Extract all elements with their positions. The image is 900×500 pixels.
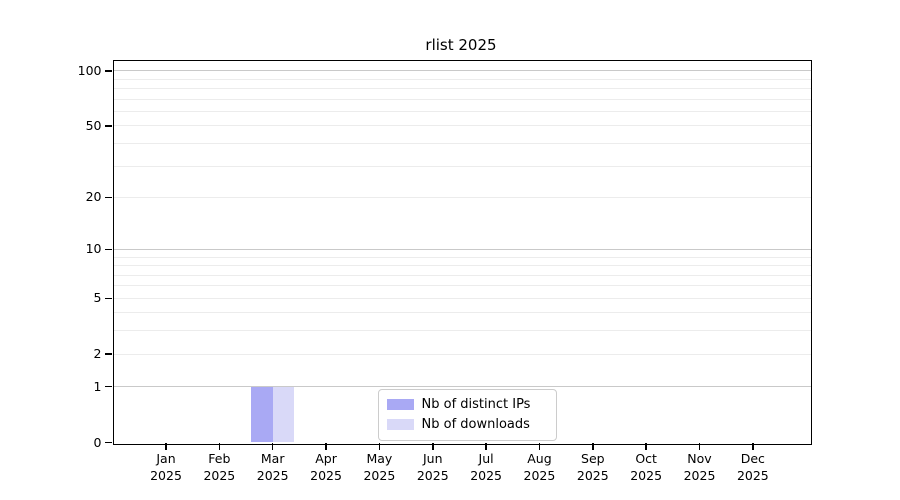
chart-title: rlist 2025 bbox=[425, 36, 497, 54]
x-tick bbox=[432, 442, 434, 450]
x-tick bbox=[538, 442, 541, 450]
plot-area: 0 1 2 5 10 20 50 100 Jan 2025 Feb 2025 Mar 2025 Apr 20… bbox=[78, 59, 812, 483]
gridline-minor bbox=[113, 78, 811, 80]
gridline-minor bbox=[113, 265, 811, 267]
x-tick-month: Dec bbox=[740, 450, 765, 466]
gridline-minor bbox=[113, 256, 811, 258]
y-tick-label: 1 bbox=[93, 378, 102, 394]
y-tick-label: 50 bbox=[85, 117, 102, 133]
y-tick-label: 5 bbox=[93, 290, 102, 306]
gridline-minor bbox=[113, 285, 811, 287]
gridline-minor bbox=[113, 98, 811, 100]
gridline-minor bbox=[113, 143, 811, 145]
y-tick-label: 10 bbox=[85, 241, 102, 257]
x-tick-month: Feb bbox=[208, 450, 231, 466]
y-tick bbox=[105, 70, 112, 72]
x-tick bbox=[325, 442, 327, 450]
x-tick-label: Dec 2025 bbox=[721, 450, 785, 484]
x-tick-year: 2025 bbox=[150, 467, 182, 483]
x-tick-month: Mar bbox=[260, 450, 285, 466]
legend-swatch-distinct-ips bbox=[386, 399, 414, 410]
y-tick bbox=[105, 353, 112, 355]
y-tick-label: 100 bbox=[77, 62, 102, 78]
y-tick bbox=[105, 385, 112, 388]
x-tick-month: Jul bbox=[478, 450, 494, 466]
y-tick bbox=[105, 196, 112, 199]
gridline-minor bbox=[113, 274, 811, 276]
x-tick-year: 2025 bbox=[683, 467, 716, 483]
x-tick-label: Nov 2025 bbox=[668, 450, 732, 484]
x-tick-month: Apr bbox=[315, 450, 337, 466]
x-tick bbox=[698, 442, 701, 450]
x-tick-month: Sep bbox=[581, 450, 605, 466]
y-tick bbox=[105, 125, 112, 127]
x-tick-month: Aug bbox=[527, 450, 552, 466]
gridline-minor bbox=[113, 88, 811, 90]
x-tick-label: Mar 2025 bbox=[241, 450, 305, 484]
gridline-minor bbox=[113, 125, 811, 127]
x-tick-label: Jan 2025 bbox=[134, 450, 198, 484]
bar-distinct-ips-mar bbox=[251, 386, 273, 443]
y-tick bbox=[105, 297, 112, 299]
x-tick-month: May bbox=[366, 450, 393, 466]
x-tick bbox=[271, 442, 274, 450]
x-tick-label: Oct 2025 bbox=[614, 450, 678, 484]
x-tick-label: Feb 2025 bbox=[187, 450, 251, 484]
legend-swatch-downloads bbox=[386, 419, 414, 430]
x-tick bbox=[378, 442, 381, 450]
legend-item-downloads: Nb of downloads bbox=[386, 416, 547, 434]
x-tick-label: Jun 2025 bbox=[401, 450, 465, 484]
x-tick-year: 2025 bbox=[256, 467, 289, 483]
gridline-minor bbox=[113, 165, 811, 167]
x-tick-year: 2025 bbox=[310, 467, 342, 483]
gridline-minor bbox=[113, 330, 811, 332]
x-tick-year: 2025 bbox=[576, 467, 609, 483]
x-tick-label: Sep 2025 bbox=[561, 450, 625, 484]
legend-label-downloads: Nb of downloads bbox=[421, 417, 530, 432]
bar-downloads-mar bbox=[272, 386, 294, 443]
x-tick bbox=[645, 442, 647, 450]
x-tick-year: 2025 bbox=[736, 467, 769, 483]
x-tick-label: May 2025 bbox=[347, 450, 411, 484]
y-tick-label: 0 bbox=[93, 434, 102, 450]
gridline-minor bbox=[113, 111, 811, 113]
legend-label-distinct-ips: Nb of distinct IPs bbox=[421, 397, 531, 412]
gridline-minor bbox=[113, 297, 811, 299]
x-tick bbox=[752, 442, 754, 450]
x-tick-label: Aug 2025 bbox=[507, 450, 571, 484]
x-tick-year: 2025 bbox=[523, 467, 556, 483]
y-tick bbox=[105, 248, 112, 251]
y-tick bbox=[105, 441, 112, 444]
x-tick-year: 2025 bbox=[416, 467, 449, 483]
gridline-minor bbox=[113, 196, 811, 198]
x-tick bbox=[165, 442, 167, 450]
x-tick-month: Jun bbox=[422, 450, 443, 466]
x-tick-year: 2025 bbox=[363, 467, 396, 483]
legend: Nb of distinct IPs Nb of downloads bbox=[377, 388, 557, 441]
gridline-minor bbox=[113, 353, 811, 355]
gridline-major bbox=[113, 70, 811, 72]
legend-item-distinct-ips: Nb of distinct IPs bbox=[386, 396, 547, 414]
x-tick-month: Nov bbox=[687, 450, 712, 466]
x-tick-year: 2025 bbox=[470, 467, 502, 483]
x-tick-label: Apr 2025 bbox=[294, 450, 358, 484]
x-tick-label: Jul 2025 bbox=[454, 450, 518, 484]
gridline-minor bbox=[113, 312, 811, 314]
y-tick-label: 2 bbox=[93, 346, 102, 362]
x-tick-year: 2025 bbox=[630, 467, 663, 483]
x-tick-month: Jan bbox=[156, 450, 176, 466]
x-tick-year: 2025 bbox=[203, 467, 236, 483]
x-tick-month: Oct bbox=[635, 450, 657, 466]
y-tick-label: 20 bbox=[85, 189, 102, 205]
gridline-major bbox=[113, 386, 811, 388]
x-tick bbox=[218, 442, 221, 450]
x-tick bbox=[592, 442, 594, 450]
gridline-major bbox=[113, 248, 811, 250]
x-tick bbox=[485, 442, 487, 450]
